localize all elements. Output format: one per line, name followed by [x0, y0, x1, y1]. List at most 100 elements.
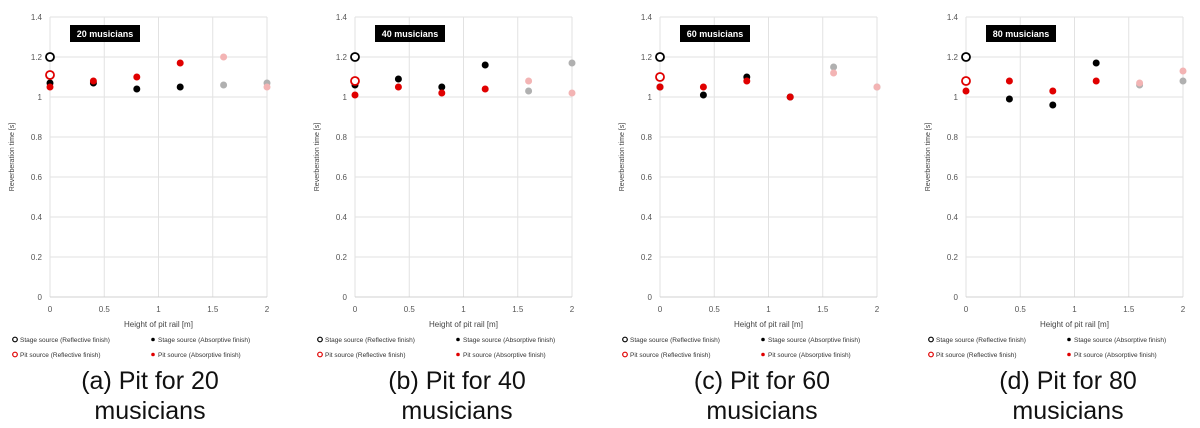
legend-marker	[622, 336, 628, 343]
data-point-filled-black	[394, 75, 402, 83]
data-point-filled-black	[481, 61, 489, 69]
data-point-filled-black	[176, 83, 184, 91]
y-tick-label: 0.4	[947, 213, 959, 222]
data-point-filled-red	[1179, 67, 1187, 75]
y-tick-label: 1.2	[336, 53, 348, 62]
data-point-filled-red	[1136, 79, 1144, 87]
x-tick-label: 1	[1072, 305, 1077, 314]
x-tick-label: 2	[1181, 305, 1186, 314]
data-point-open-red	[961, 76, 971, 86]
y-tick-label: 0.4	[641, 213, 653, 222]
legend-label: Pit source (Absorptive finish)	[768, 352, 851, 359]
y-tick-label: 0.8	[31, 133, 43, 142]
x-tick-label: 0.5	[99, 305, 111, 314]
legend-label: Pit source (Reflective finish)	[325, 352, 406, 359]
legend-marker	[456, 337, 460, 342]
y-tick-label: 0.6	[336, 173, 348, 182]
musicians-badge-label: 60 musicians	[687, 29, 744, 39]
data-point-filled-black	[525, 87, 533, 95]
legend-marker	[12, 336, 18, 343]
y-tick-label: 1.2	[641, 53, 653, 62]
data-point-open-black	[350, 52, 360, 62]
legend-label: Pit source (Reflective finish)	[630, 352, 711, 359]
y-axis-title: Reverberation time [s]	[9, 123, 16, 192]
legend-marker	[456, 352, 460, 357]
caption-d: (d) Pit for 80 musicians	[999, 367, 1137, 425]
musicians-badge	[986, 25, 1056, 42]
data-point-filled-red	[1049, 87, 1057, 95]
data-point-filled-black	[1092, 59, 1100, 67]
y-tick-label: 1.4	[947, 13, 959, 22]
y-axis-title: Reverberation time [s]	[619, 123, 626, 192]
legend-marker	[317, 351, 323, 358]
legend-label: Stage source (Reflective finish)	[20, 337, 110, 344]
y-tick-label: 0.6	[947, 173, 959, 182]
y-tick-label: 1	[954, 93, 959, 102]
caption-b: (b) Pit for 40 musicians	[388, 367, 526, 425]
data-point-filled-black	[220, 81, 228, 89]
x-tick-label: 1	[461, 305, 466, 314]
y-tick-label: 0.8	[641, 133, 653, 142]
y-tick-label: 1.2	[31, 53, 43, 62]
y-tick-label: 1	[343, 93, 348, 102]
x-tick-label: 2	[265, 305, 270, 314]
x-tick-label: 1.5	[512, 305, 524, 314]
y-tick-label: 0.4	[31, 213, 43, 222]
data-point-filled-red	[873, 83, 881, 91]
y-tick-label: 0	[648, 293, 653, 302]
data-point-filled-black	[133, 85, 141, 93]
y-tick-label: 0.4	[336, 213, 348, 222]
chart-panel-2: 0 0.2 0.4 0.6 0.8 1 1.2 1.4 0 0.5 1 1.5 2 Height of p…	[314, 13, 576, 359]
x-axis-title: Height of pit rail [m]	[734, 320, 803, 329]
y-tick-label: 1	[38, 93, 43, 102]
data-point-filled-red	[1092, 77, 1100, 85]
data-point-filled-red	[830, 69, 838, 77]
data-point-filled-red	[394, 83, 402, 91]
chart-panel-1: 0 0.2 0.4 0.6 0.8 1 1.2 1.4 0 0.5 1 1.5 2 Height of p…	[9, 13, 271, 359]
legend-label: Stage source (Absorptive finish)	[158, 337, 250, 344]
data-point-filled-black	[438, 83, 446, 91]
legend-marker	[1067, 337, 1071, 342]
x-tick-label: 0.5	[404, 305, 416, 314]
y-tick-label: 0.2	[31, 253, 43, 262]
data-point-filled-red	[438, 89, 446, 97]
y-tick-label: 0	[954, 293, 959, 302]
data-point-filled-red	[176, 59, 184, 67]
data-point-filled-red	[656, 83, 664, 91]
data-point-filled-black	[1005, 95, 1013, 103]
musicians-badge-label: 80 musicians	[993, 29, 1050, 39]
data-point-filled-red	[351, 91, 359, 99]
data-point-filled-black	[699, 91, 707, 99]
data-point-filled-red	[699, 83, 707, 91]
x-tick-label: 0.5	[1015, 305, 1027, 314]
data-point-filled-red	[786, 93, 794, 101]
x-tick-label: 1.5	[1123, 305, 1135, 314]
legend-label: Stage source (Absorptive finish)	[768, 337, 860, 344]
caption-c: (c) Pit for 60 musicians	[693, 367, 831, 425]
data-point-filled-red	[568, 89, 576, 97]
data-point-filled-red	[962, 87, 970, 95]
x-tick-label: 2	[570, 305, 575, 314]
chart-panel-4: 0 0.2 0.4 0.6 0.8 1 1.2 1.4 0 0.5 1 1.5 2 Height of p…	[925, 13, 1187, 359]
data-point-open-red	[350, 76, 360, 86]
musicians-badge	[70, 25, 140, 42]
y-tick-label: 1.2	[947, 53, 959, 62]
data-point-filled-red	[525, 77, 533, 85]
x-axis-title: Height of pit rail [m]	[429, 320, 498, 329]
y-tick-label: 0.8	[336, 133, 348, 142]
x-tick-label: 1.5	[207, 305, 219, 314]
y-tick-label: 1.4	[31, 13, 43, 22]
y-tick-label: 0.2	[641, 253, 653, 262]
y-tick-label: 0.2	[947, 253, 959, 262]
x-tick-label: 0.5	[709, 305, 721, 314]
y-tick-label: 1.4	[641, 13, 653, 22]
legend-marker	[928, 351, 934, 358]
data-point-filled-red	[743, 77, 751, 85]
y-tick-label: 0.6	[31, 173, 43, 182]
data-point-filled-black	[568, 59, 576, 67]
legend-marker	[1067, 352, 1071, 357]
data-point-open-red	[45, 70, 55, 80]
y-tick-label: 0.8	[947, 133, 959, 142]
musicians-badge	[375, 25, 445, 42]
